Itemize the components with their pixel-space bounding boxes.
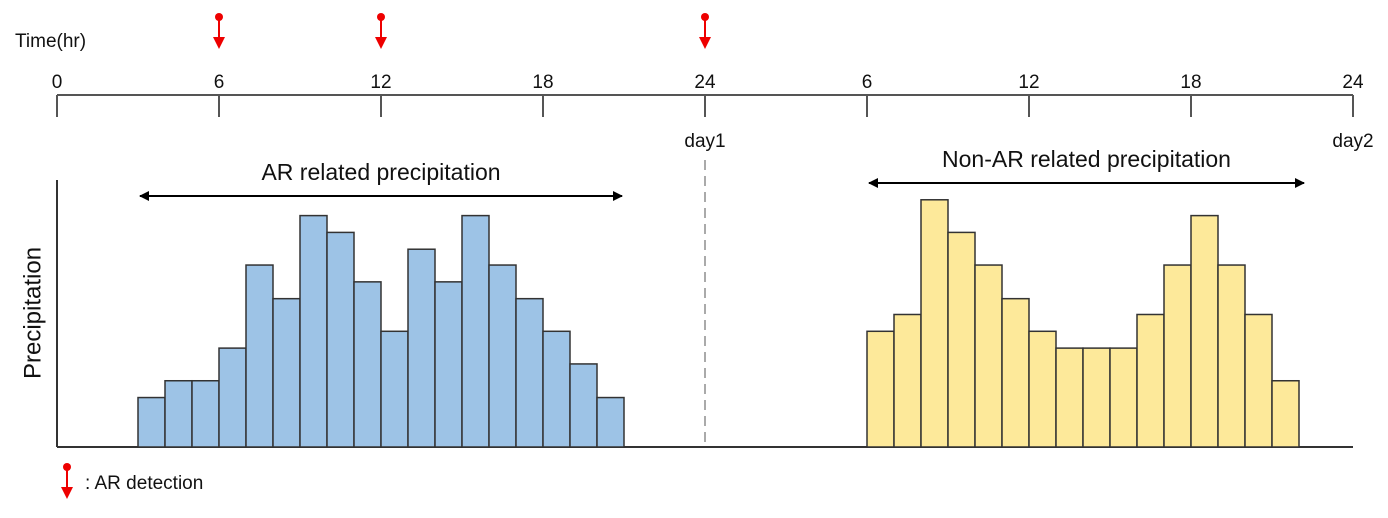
bar bbox=[299, 214, 328, 448]
bar bbox=[434, 281, 463, 448]
bar bbox=[1163, 264, 1192, 448]
bar bbox=[920, 199, 949, 448]
x-tick-label: 6 bbox=[214, 72, 225, 93]
bar bbox=[1028, 330, 1057, 448]
bar bbox=[974, 264, 1003, 448]
bar bbox=[1244, 313, 1273, 448]
bar bbox=[191, 379, 220, 448]
x-tick-label: 12 bbox=[1018, 72, 1039, 93]
bar bbox=[1190, 214, 1219, 448]
bar bbox=[1136, 313, 1165, 448]
bar bbox=[245, 264, 274, 448]
series-label: Non-AR related precipitation bbox=[942, 146, 1231, 172]
day-label: day2 bbox=[1332, 131, 1373, 152]
bar bbox=[893, 313, 922, 448]
x-axis-label: Time(hr) bbox=[15, 31, 86, 52]
bar bbox=[488, 264, 517, 448]
y-axis-label: Precipitation bbox=[19, 247, 46, 379]
day-label: day1 bbox=[684, 131, 725, 152]
bar bbox=[569, 363, 598, 448]
bar bbox=[137, 396, 166, 448]
x-tick-label: 0 bbox=[52, 72, 63, 93]
bar bbox=[326, 231, 355, 448]
bar bbox=[1055, 347, 1084, 448]
bar bbox=[353, 281, 382, 448]
bar bbox=[272, 297, 301, 448]
bar bbox=[542, 330, 571, 448]
ar-detection-marker bbox=[375, 13, 387, 49]
bar bbox=[1082, 347, 1111, 448]
x-tick-label: 18 bbox=[532, 72, 553, 93]
x-tick-label: 6 bbox=[862, 72, 873, 93]
ar-detection-marker bbox=[699, 13, 711, 49]
bar bbox=[380, 330, 409, 448]
bar bbox=[461, 214, 490, 448]
bar bbox=[218, 347, 247, 448]
x-tick-label: 24 bbox=[694, 72, 716, 93]
bar bbox=[1217, 264, 1246, 448]
bar bbox=[1001, 297, 1030, 448]
x-tick-label: 12 bbox=[370, 72, 391, 93]
series-label: AR related precipitation bbox=[261, 159, 500, 185]
bar bbox=[947, 231, 976, 448]
bar bbox=[596, 396, 625, 448]
legend-label: : AR detection bbox=[85, 473, 203, 494]
x-tick-label: 24 bbox=[1342, 72, 1364, 93]
ar-detection-marker bbox=[213, 13, 225, 49]
legend-marker bbox=[61, 463, 73, 499]
bar bbox=[164, 379, 193, 448]
bar bbox=[1109, 347, 1138, 448]
bar bbox=[866, 330, 895, 448]
bar bbox=[515, 297, 544, 448]
bar bbox=[1271, 379, 1300, 448]
x-tick-label: 18 bbox=[1180, 72, 1201, 93]
bar bbox=[407, 248, 436, 448]
